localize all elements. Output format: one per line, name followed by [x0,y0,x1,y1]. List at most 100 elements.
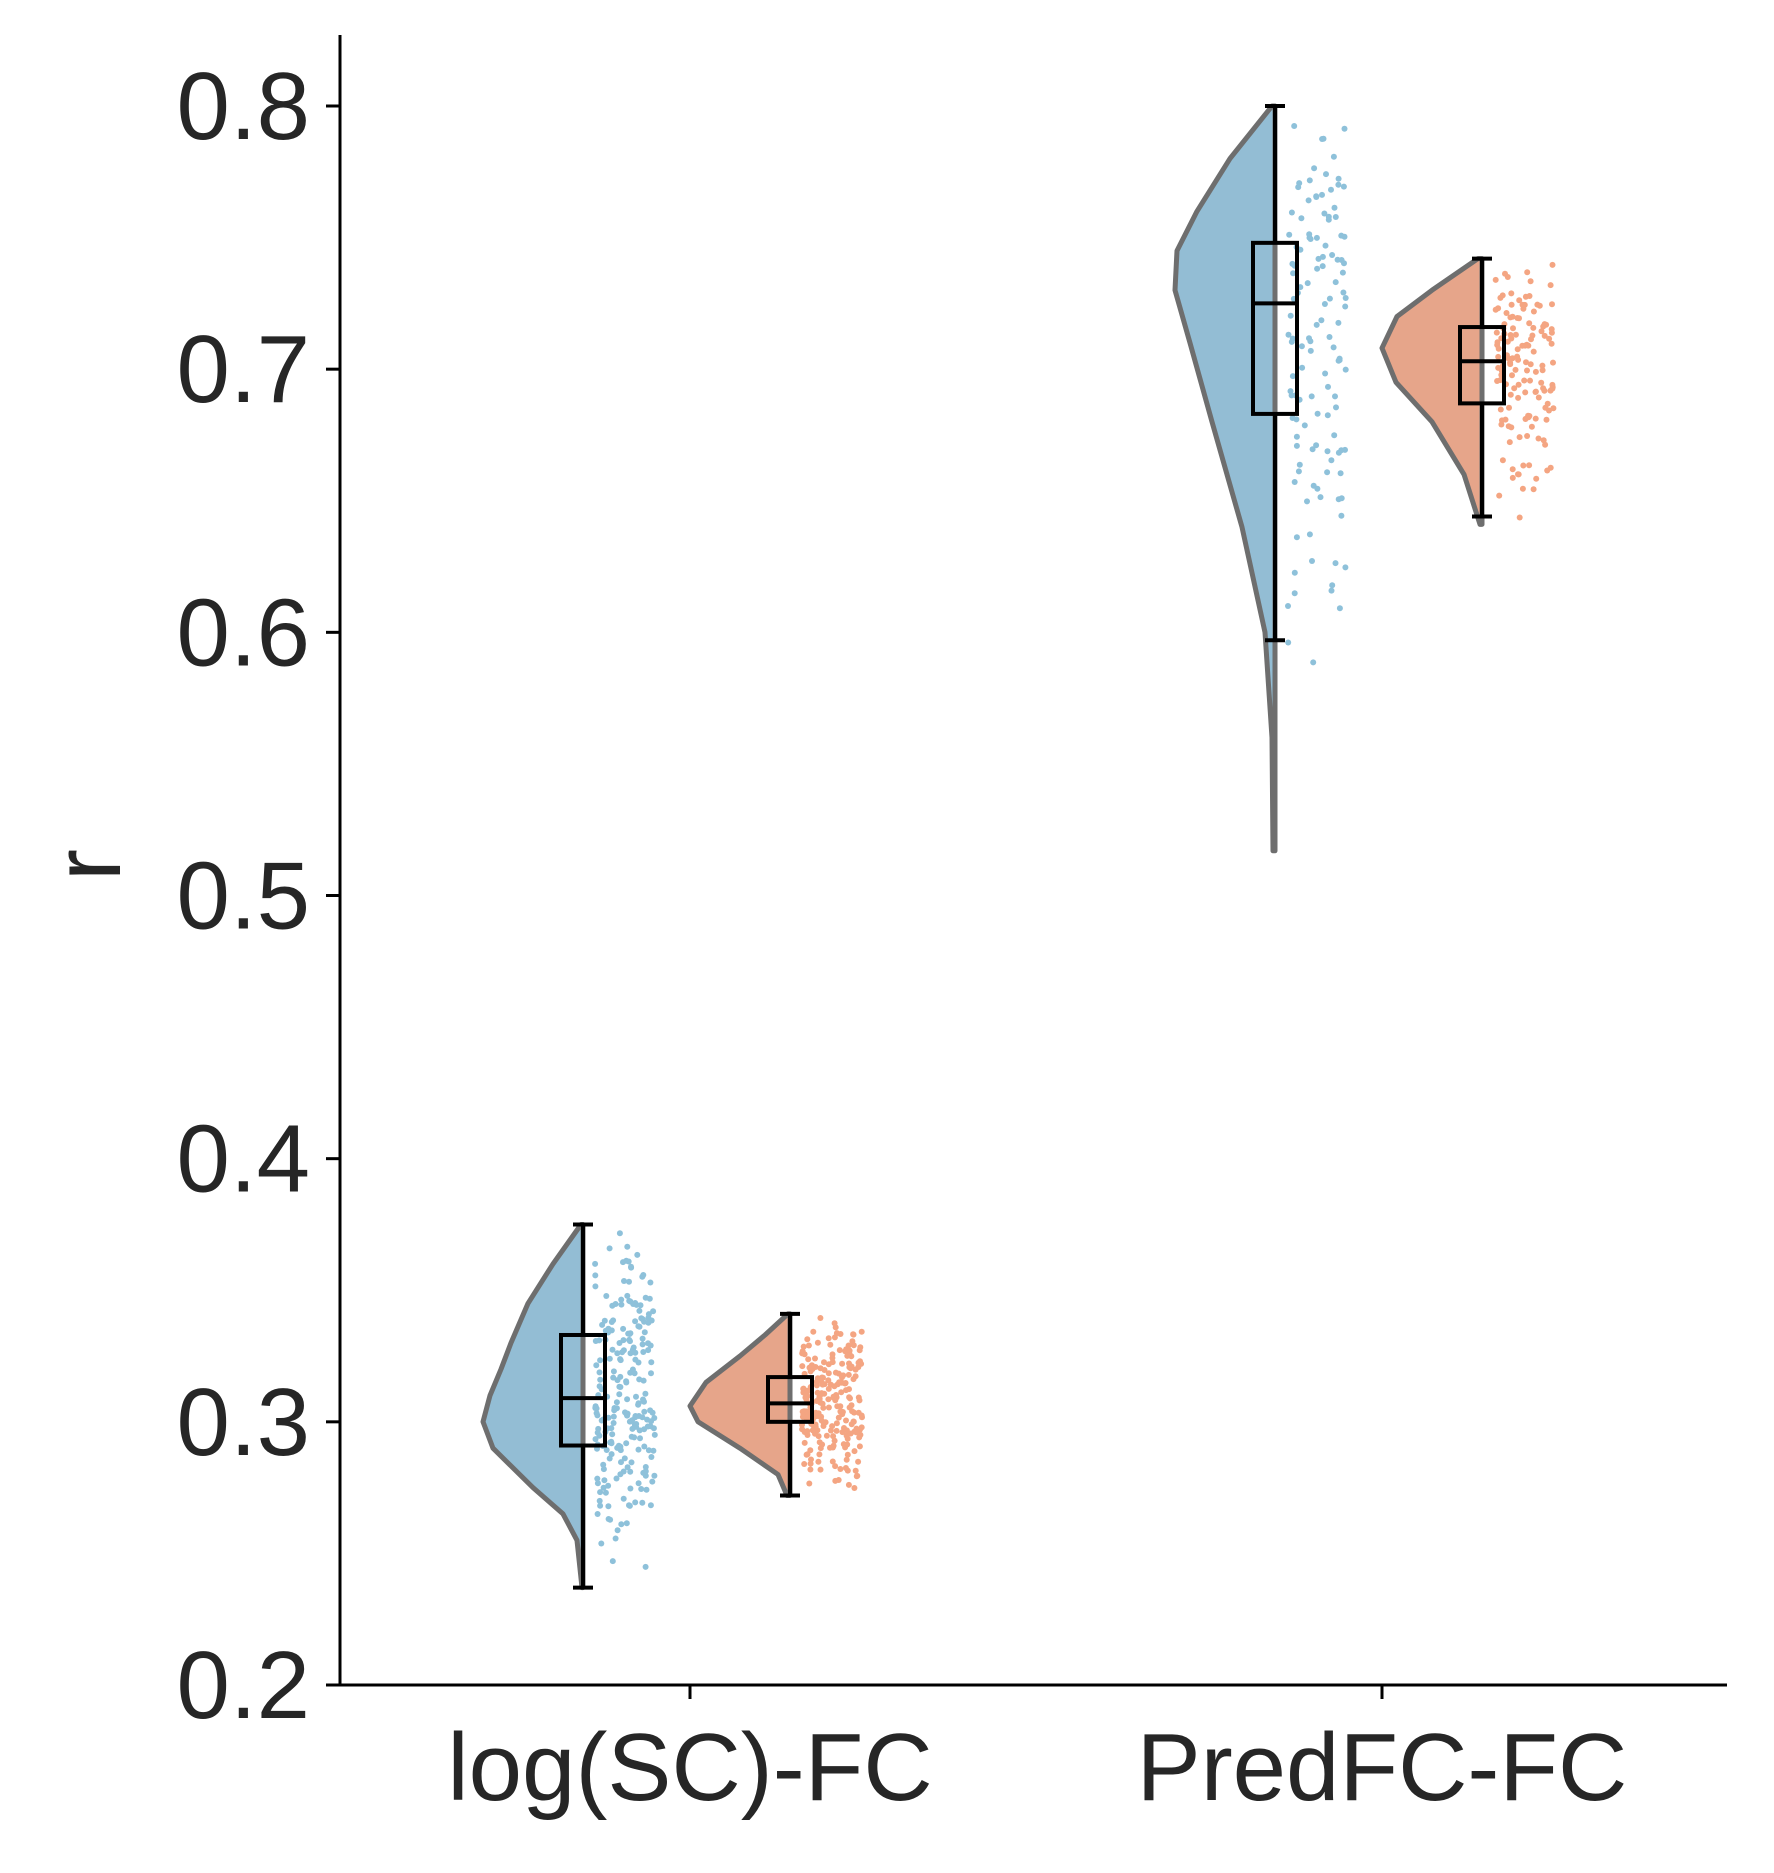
data-point [846,1394,853,1401]
data-point [825,1404,832,1411]
data-point [1295,468,1302,475]
data-point [624,1292,631,1299]
data-point [825,1335,832,1342]
data-point [823,1432,830,1439]
data-point [605,1516,612,1522]
data-point [1505,423,1512,430]
data-point [621,1455,628,1462]
data-point [831,1437,838,1444]
data-point [620,1337,627,1344]
data-point [1291,569,1298,576]
data-point [636,1427,643,1434]
data-point [626,1331,633,1337]
data-point [606,1355,613,1362]
data-point [1549,301,1555,308]
data-point [642,1563,649,1570]
data-point [837,1466,844,1472]
data-point [1532,389,1539,395]
data-point [1314,410,1321,417]
data-point [1502,270,1508,277]
data-point [643,1486,650,1493]
data-point [1285,639,1292,646]
box-iqr [766,1375,814,1424]
data-point [1492,306,1499,313]
data-point [1313,442,1320,449]
data-point [1319,263,1326,270]
data-point [645,1447,652,1454]
data-point [1336,605,1343,612]
data-point [1289,373,1296,380]
data-point [855,1364,862,1371]
data-point [640,1349,647,1355]
data-point [592,1436,599,1443]
data-point [837,1408,844,1415]
data-point [817,1466,824,1473]
data-point [1329,582,1336,589]
data-point [1493,329,1500,336]
data-point [1548,326,1555,333]
data-point [635,1359,642,1366]
data-point [1535,394,1542,401]
data-point [610,1420,617,1426]
data-point [1330,153,1337,160]
data-point [1313,193,1320,200]
data-point [1512,366,1519,373]
data-point [1319,191,1325,198]
ticks: 0.2 0.3 0.4 0.5 0.6 0.7 0.8 log(SC)-FC PredFC-FC [177,53,1628,1821]
data-point [635,1446,642,1453]
data-point [1339,269,1346,276]
data-point [649,1478,656,1485]
data-point [845,1481,852,1488]
data-point [839,1429,846,1436]
data-point [832,1463,839,1470]
data-point [813,1382,820,1389]
data-point [613,1475,620,1482]
data-point [832,1369,839,1376]
data-point [817,1315,824,1321]
data-point [1507,314,1514,321]
data-point [1289,415,1296,421]
data-point [840,1372,847,1379]
data-point [819,1381,826,1388]
data-point [1335,319,1342,326]
data-point [1536,302,1543,309]
data-point [833,1420,840,1427]
data-point [609,1302,616,1309]
data-point [594,1412,601,1419]
data-point [1338,495,1345,502]
data-point [1503,310,1510,316]
data-point [601,1317,608,1324]
data-point [1342,366,1349,373]
data-point [1530,486,1537,493]
points-0-1 [799,1315,865,1491]
data-point [610,1374,617,1381]
data-point [637,1302,644,1309]
data-point [850,1418,857,1425]
data-point [1515,394,1522,401]
data-point [1291,123,1298,129]
data-point [1313,321,1320,328]
data-point [1495,345,1502,352]
data-point [615,1442,622,1449]
data-point [610,1413,617,1420]
data-point [1515,356,1522,363]
data-point [807,1460,814,1467]
data-point [1315,255,1322,262]
data-point [636,1376,643,1383]
data-point [856,1443,863,1450]
data-point [1539,362,1546,369]
points-1-0 [1285,123,1349,666]
data-point [806,1480,813,1487]
data-point [848,1363,855,1370]
data-point [1325,383,1331,390]
data-point [1516,315,1522,322]
data-point [1521,377,1528,384]
data-point [635,1480,642,1487]
data-point [820,1423,827,1429]
data-point [832,1477,839,1484]
data-point [642,1390,649,1397]
data-point [1530,324,1537,331]
data-point [1332,214,1339,220]
data-point [1308,393,1315,400]
data-point [1538,379,1545,386]
